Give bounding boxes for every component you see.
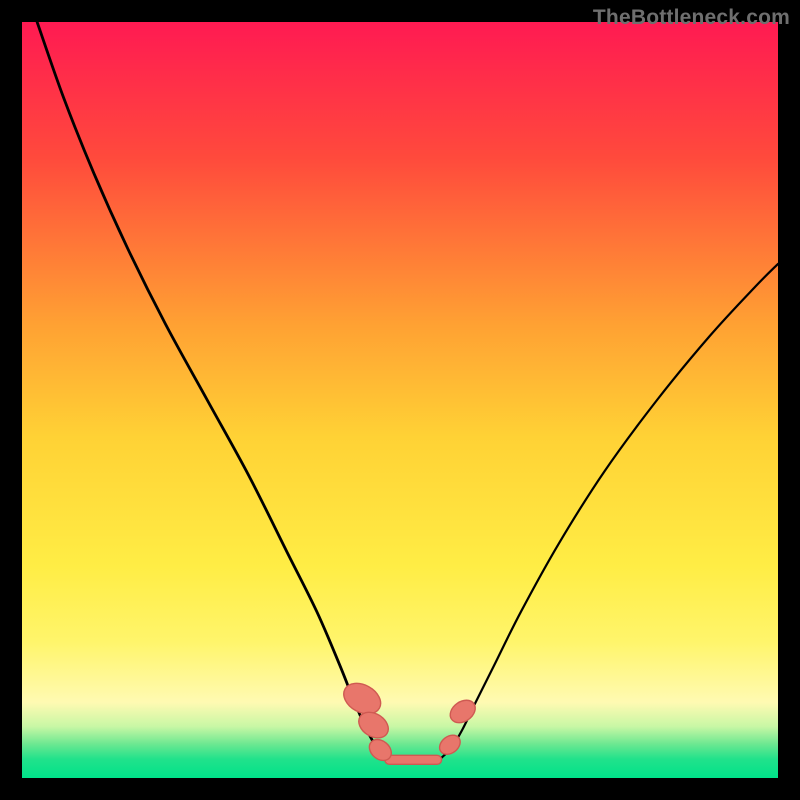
bottleneck-chart xyxy=(0,0,800,800)
marker-bottom-bar xyxy=(385,755,442,764)
chart-container: TheBottleneck.com xyxy=(0,0,800,800)
gradient-background xyxy=(22,22,778,778)
plot-area xyxy=(22,22,778,778)
watermark-text: TheBottleneck.com xyxy=(593,6,790,30)
